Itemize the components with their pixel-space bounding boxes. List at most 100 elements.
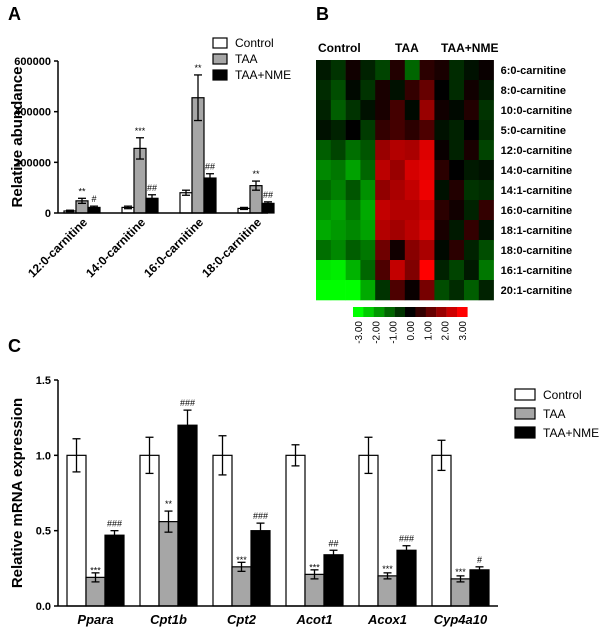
heatmap-cell (419, 200, 435, 221)
heatmap-row-label: 18:0-carnitine (501, 245, 573, 257)
heatmap-cell (330, 180, 346, 201)
heatmap-cell (434, 200, 450, 221)
heatmap-cell (478, 100, 494, 121)
heatmap-cell (360, 280, 376, 301)
heatmap-cell (390, 180, 406, 201)
significance-mark: ### (180, 398, 195, 408)
bar-taa-nme (177, 424, 198, 607)
bar-control (358, 454, 379, 607)
x-tick-label: Ppara (77, 612, 113, 627)
heatmap-cell (360, 140, 376, 161)
heatmap-cell (360, 260, 376, 281)
heatmap-cell (375, 140, 391, 161)
heatmap-cell (404, 240, 420, 261)
heatmap-cell (316, 80, 332, 101)
significance-mark: ** (252, 169, 260, 179)
y-tick-label: 0.5 (36, 526, 51, 538)
heatmap-cell (464, 80, 480, 101)
colorbar-swatch (415, 307, 426, 317)
heatmap-cell (434, 240, 450, 261)
heatmap-cell (449, 120, 465, 141)
bar-taa-nme (203, 177, 217, 214)
heatmap-cell (434, 60, 450, 81)
heatmap-cell (345, 200, 361, 221)
heatmap-cell (345, 280, 361, 301)
heatmap-cell (404, 260, 420, 281)
heatmap-cell (419, 260, 435, 281)
heatmap-cell (330, 160, 346, 181)
heatmap-cell (375, 80, 391, 101)
significance-mark: ** (165, 499, 173, 509)
heatmap-cell (390, 140, 406, 161)
heatmap-cell (404, 120, 420, 141)
heatmap-row-label: 5:0-carnitine (501, 125, 566, 137)
heatmap-cell (419, 140, 435, 161)
legend-swatch (514, 388, 536, 401)
heatmap-cell (404, 140, 420, 161)
heatmap-cell (360, 120, 376, 141)
heatmap-cell (375, 100, 391, 121)
heatmap-group-label: TAA+NME (441, 41, 498, 55)
heatmap-cell (478, 180, 494, 201)
colorbar-tick-label: -1.00 (389, 321, 400, 344)
bar-taa (158, 521, 179, 607)
heatmap-cell (360, 60, 376, 81)
heatmap-cell (375, 220, 391, 241)
heatmap-cell (419, 240, 435, 261)
x-tick-label: Cyp4a10 (434, 612, 488, 627)
heatmap-cell (464, 120, 480, 141)
heatmap-cell (434, 140, 450, 161)
significance-mark: ## (205, 162, 215, 172)
heatmap-cell (478, 160, 494, 181)
heatmap-cell (390, 240, 406, 261)
colorbar-tick-label: 2.00 (441, 321, 452, 341)
x-tick-label: 14:0-carnitine (83, 215, 148, 280)
heatmap-cell (330, 60, 346, 81)
significance-mark: ** (194, 63, 202, 73)
bar-control (212, 454, 233, 607)
heatmap-cell (316, 100, 332, 121)
y-tick-label: 0 (45, 208, 51, 220)
heatmap-cell (390, 60, 406, 81)
x-tick-label: 16:0-carnitine (141, 215, 206, 280)
heatmap-cell (330, 280, 346, 301)
heatmap-cell (478, 240, 494, 261)
heatmap-cell (345, 100, 361, 121)
significance-mark: ** (78, 186, 86, 196)
heatmap-cell (434, 280, 450, 301)
heatmap-row-label: 20:1-carnitine (501, 285, 573, 297)
heatmap-cell (390, 260, 406, 281)
heatmap-cell (345, 260, 361, 281)
heatmap-cell (478, 140, 494, 161)
y-tick-label: 0.0 (36, 601, 51, 613)
heatmap-cell (419, 160, 435, 181)
heatmap-cell (449, 140, 465, 161)
heatmap-cell (464, 100, 480, 121)
heatmap-cell (478, 80, 494, 101)
heatmap-cell (404, 160, 420, 181)
heatmap-cell (434, 160, 450, 181)
heatmap-cell (360, 220, 376, 241)
heatmap-cell (360, 160, 376, 181)
y-tick-label: 1.0 (36, 450, 51, 462)
heatmap-cell (464, 200, 480, 221)
colorbar-swatch (363, 307, 374, 317)
heatmap-cell (330, 80, 346, 101)
bar-control (66, 454, 87, 607)
heatmap-cell (390, 220, 406, 241)
heatmap-cell (360, 100, 376, 121)
y-tick-label: 400000 (14, 107, 51, 119)
heatmap-cell (390, 160, 406, 181)
significance-mark: # (477, 555, 482, 565)
x-tick-label: 18:0-carnitine (199, 215, 264, 280)
heatmap-cell (434, 80, 450, 101)
heatmap-cell (404, 200, 420, 221)
heatmap-cell (478, 220, 494, 241)
colorbar-tick-label: 0.00 (406, 321, 417, 341)
heatmap-cell (316, 260, 332, 281)
y-tick-label: 1.5 (36, 375, 51, 387)
heatmap-cell (390, 100, 406, 121)
heatmap-cell (345, 160, 361, 181)
colorbar-swatch (425, 307, 437, 317)
heatmap-cell (419, 120, 435, 141)
